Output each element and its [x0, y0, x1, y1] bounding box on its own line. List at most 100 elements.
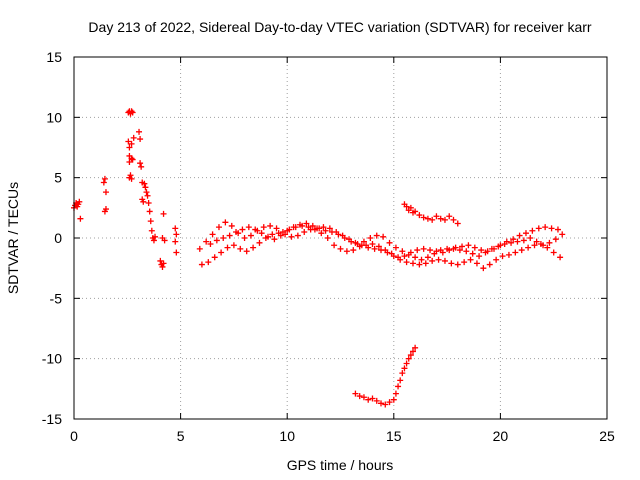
- data-point: [211, 254, 218, 261]
- data-point: [514, 238, 521, 245]
- x-tick-label: 10: [279, 428, 295, 444]
- data-point: [510, 236, 517, 243]
- data-point: [527, 235, 534, 241]
- data-point: [529, 227, 536, 234]
- data-point: [196, 245, 203, 252]
- data-point: [205, 259, 212, 266]
- data-point: [250, 244, 257, 251]
- data-point: [531, 242, 538, 249]
- data-point: [126, 158, 133, 165]
- data-point: [499, 253, 506, 260]
- data-point: [320, 224, 327, 231]
- data-point: [148, 227, 155, 234]
- y-tick-label: 5: [54, 170, 62, 186]
- data-point: [525, 244, 532, 251]
- data-point: [444, 245, 451, 252]
- data-point: [128, 155, 135, 162]
- data-point: [265, 233, 272, 240]
- data-point: [493, 256, 500, 263]
- data-point: [405, 251, 412, 258]
- data-point: [409, 348, 416, 355]
- data-point: [403, 360, 410, 367]
- data-point: [152, 233, 159, 240]
- data-point: [412, 208, 419, 215]
- data-point: [412, 254, 419, 261]
- data-point: [143, 189, 150, 196]
- data-point: [382, 401, 389, 408]
- data-point: [157, 257, 164, 264]
- data-point: [260, 224, 267, 231]
- data-point: [399, 248, 406, 255]
- data-point: [424, 254, 431, 261]
- data-point: [384, 249, 391, 256]
- data-point: [386, 239, 393, 246]
- series-arc-A: [196, 219, 561, 261]
- data-point: [441, 216, 448, 223]
- data-point: [294, 232, 301, 239]
- data-point: [129, 109, 136, 116]
- data-point: [520, 237, 527, 244]
- series-seg2: [100, 175, 109, 215]
- data-point: [247, 232, 254, 239]
- data-point: [256, 239, 263, 246]
- x-tick-label: 25: [599, 428, 615, 444]
- x-axis-label: GPS time / hours: [287, 457, 394, 473]
- data-point: [140, 198, 147, 205]
- plot-frame: [73, 56, 608, 420]
- data-point: [461, 259, 468, 266]
- data-point: [220, 235, 227, 241]
- data-point: [172, 238, 179, 245]
- data-point: [544, 244, 551, 251]
- data-point: [397, 256, 404, 263]
- series-seg5: [157, 210, 168, 270]
- data-point: [546, 239, 553, 246]
- data-point: [218, 249, 225, 256]
- data-point: [367, 235, 374, 241]
- data-point: [142, 184, 149, 191]
- x-tick-label: 20: [493, 428, 509, 444]
- data-point: [341, 235, 348, 241]
- data-point: [258, 230, 265, 237]
- data-point: [518, 247, 525, 254]
- data-point: [552, 236, 559, 243]
- data-point: [335, 231, 342, 238]
- data-point: [399, 370, 406, 377]
- data-point: [284, 227, 291, 234]
- data-point: [412, 344, 419, 351]
- data-point: [239, 226, 246, 233]
- x-tick-label: 5: [177, 428, 185, 444]
- data-point: [403, 203, 410, 210]
- data-point: [482, 249, 489, 256]
- data-point: [160, 210, 167, 217]
- data-point: [159, 263, 166, 270]
- data-point: [559, 231, 566, 238]
- data-point: [203, 238, 210, 245]
- data-point: [437, 215, 444, 222]
- data-point: [271, 236, 278, 243]
- data-point: [307, 226, 314, 233]
- data-point: [365, 396, 372, 403]
- series-seg6: [172, 225, 180, 256]
- series-seg-low: [352, 344, 419, 408]
- y-tick-label: -10: [42, 351, 62, 367]
- data-point: [405, 355, 412, 362]
- data-point: [230, 242, 237, 249]
- data-point: [542, 224, 549, 231]
- data-point: [516, 232, 523, 239]
- data-point: [125, 138, 132, 145]
- y-tick-label: -15: [42, 411, 62, 427]
- data-point: [128, 140, 135, 147]
- data-point: [467, 256, 474, 263]
- data-point: [146, 208, 153, 215]
- data-point: [101, 175, 108, 182]
- data-point: [252, 226, 259, 233]
- series-seg4: [136, 128, 159, 244]
- data-point: [437, 247, 444, 254]
- data-point: [150, 237, 157, 244]
- data-point: [322, 227, 329, 234]
- data-point: [378, 247, 385, 254]
- data-point: [548, 225, 555, 232]
- data-point: [128, 175, 135, 182]
- x-tick-label: 15: [386, 428, 402, 444]
- data-point: [273, 225, 280, 232]
